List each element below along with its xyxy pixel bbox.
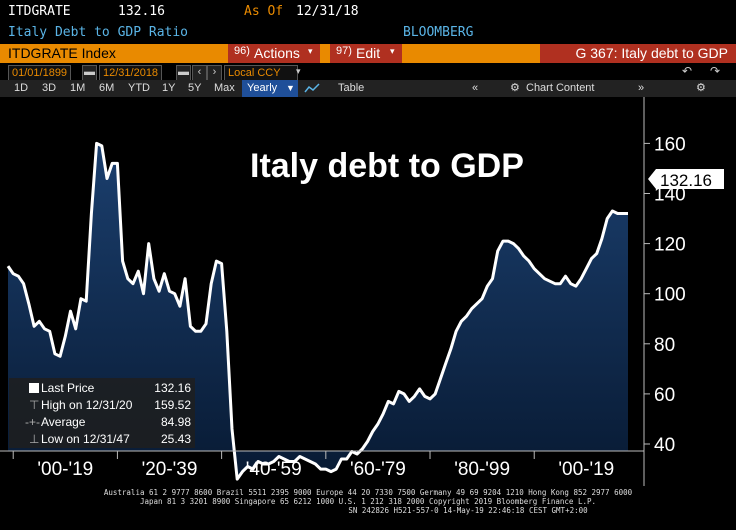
footer-line-3: SN 242826 H521-557-0 14-May-19 22:46:18 …	[348, 506, 588, 515]
range-3d[interactable]: 3D	[42, 82, 57, 94]
line-layer	[6, 141, 628, 481]
security-description: Italy Debt to GDP Ratio	[8, 25, 189, 40]
high-marker-icon: ⊤	[29, 398, 40, 412]
x-tick-label: '60-'79	[350, 459, 406, 480]
last-price-tag: 132.16	[648, 169, 724, 190]
edit-label: Edit	[356, 45, 381, 61]
x-tick-label: '00-'19	[37, 459, 93, 480]
legend-row-last[interactable]: Last Price 132.16	[9, 380, 195, 396]
chart-code: G 367: Italy debt to GDP	[540, 44, 736, 63]
expand-icon[interactable]: »	[638, 82, 645, 94]
range-max[interactable]: Max	[214, 82, 235, 94]
y-tick-label: 40	[654, 435, 675, 456]
chevron-down-icon: ▼	[286, 83, 295, 93]
x-tick-label: '40-'59	[246, 459, 302, 480]
footer-line-2: Japan 81 3 3201 8900 Singapore 65 6212 1…	[139, 497, 597, 506]
x-tick-label: '80-'99	[454, 459, 510, 480]
y-tick-label: 120	[654, 235, 686, 256]
y-tick-label: 60	[654, 385, 675, 406]
y-axis: 40 60 80 100 120 140 160	[644, 134, 686, 456]
y-tick-label: 100	[654, 285, 686, 306]
range-ytd[interactable]: YTD	[128, 82, 150, 94]
command-bar: ITDGRATE Index 96) Actions ▾ 97) Edit ▾ …	[0, 44, 736, 63]
chart-content-button[interactable]: Chart Content	[526, 82, 595, 94]
y-tick-label: 140	[654, 185, 686, 206]
security-field[interactable]: ITDGRATE Index	[8, 45, 116, 61]
range-6m[interactable]: 6M	[99, 82, 115, 94]
currency-select[interactable]: Local CCY	[224, 65, 298, 81]
start-date-input[interactable]: 01/01/1899	[8, 65, 72, 81]
as-of-label: As Of	[244, 4, 284, 19]
redo-icon[interactable]: ↷	[710, 64, 721, 78]
series-line	[6, 141, 628, 481]
y-tick-label: 160	[654, 134, 686, 155]
range-5y[interactable]: 5Y	[188, 82, 202, 94]
chevron-down-icon[interactable]: ▾	[296, 66, 301, 76]
frequency-select[interactable]: Yearly ▼	[242, 80, 298, 97]
line-chart-icon[interactable]	[304, 82, 320, 95]
date-range-bar: 01/01/1899 ▬ 12/31/2018 ▬ ‹ › Local CCY …	[0, 63, 736, 81]
description-row: Italy Debt to GDP Ratio BLOOMBERG	[0, 22, 736, 42]
edit-menu[interactable]: 97) Edit ▾	[330, 44, 402, 63]
ticker-header: ITDGRATE 132.16 As Of 12/31/18	[0, 0, 736, 22]
range-1m[interactable]: 1M	[70, 82, 86, 94]
footer-line-1: Australia 61 2 9777 8600 Brazil 5511 239…	[103, 488, 633, 497]
x-tick-label: '00-'19	[558, 459, 614, 480]
x-axis: '00-'19 '20-'39 '40-'59 '60-'79 '80-'99 '00-'…	[12, 451, 614, 480]
actions-menu[interactable]: 96) Actions ▾	[228, 44, 320, 63]
average-marker-icon: -+-	[25, 415, 40, 429]
toolbar: 1D 3D 1M 6M YTD 1Y 5Y Max Yearly ▼ Table…	[0, 80, 736, 97]
legend: Last Price 132.16 ⊤ High on 12/31/20 159…	[9, 378, 195, 448]
range-1y[interactable]: 1Y	[162, 82, 176, 94]
legend-row-low[interactable]: ⊥ Low on 12/31/47 25.43	[29, 432, 191, 446]
footer: Australia 61 2 9777 8600 Brazil 5511 239…	[0, 486, 736, 530]
square-icon	[29, 383, 39, 393]
chevron-down-icon: ▾	[308, 46, 313, 56]
x-tick-label: '20-'39	[142, 459, 198, 480]
end-date-input[interactable]: 12/31/2018	[99, 65, 163, 81]
legend-row-average[interactable]: -+- Average 84.98	[25, 415, 191, 429]
ticker-symbol: ITDGRATE	[8, 4, 71, 19]
chevron-left-icon[interactable]: ‹	[192, 65, 207, 81]
last-value: 132.16	[118, 4, 165, 19]
date-picker-icon[interactable]: ▬	[82, 65, 97, 81]
collapse-icon[interactable]: «	[472, 82, 479, 94]
chevron-right-icon[interactable]: ›	[207, 65, 222, 81]
source-label: BLOOMBERG	[403, 25, 474, 40]
y-tick-label: 80	[654, 335, 675, 356]
range-1d[interactable]: 1D	[14, 82, 29, 94]
table-button[interactable]: Table	[338, 82, 365, 94]
low-marker-icon: ⊥	[29, 432, 40, 446]
undo-icon[interactable]: ↶	[682, 64, 693, 78]
chart-title: Italy debt to GDP	[250, 147, 524, 185]
chevron-down-icon: ▾	[390, 46, 395, 56]
as-of-date: 12/31/18	[296, 4, 359, 19]
actions-label: Actions	[254, 45, 300, 61]
settings-icon[interactable]: ⚙	[696, 82, 706, 94]
date-picker-icon[interactable]: ▬	[176, 65, 191, 81]
gear-icon[interactable]: ⚙	[510, 82, 520, 94]
last-price-value: 132.16	[660, 171, 712, 190]
legend-row-high[interactable]: ⊤ High on 12/31/20 159.52	[29, 398, 191, 412]
